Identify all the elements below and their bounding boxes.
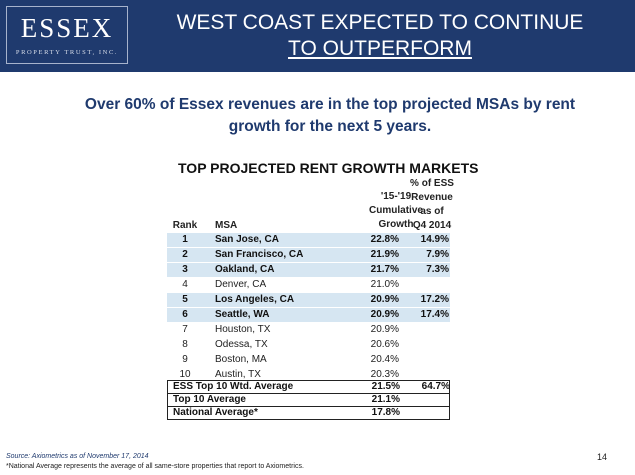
growth-header-line: Cumulative [369,205,423,216]
rank-cell: 10 [179,369,191,380]
growth-header-line: Growth [378,219,414,230]
summary-row: Top 10 Average 21.1% [168,394,449,407]
rank-cell: 7 [182,324,188,335]
rank-cell: 3 [182,264,188,275]
rank-cell: 1 [182,234,188,245]
table-row: 5 Los Angeles, CA 20.9% 17.2% [167,293,450,308]
summary-row: ESS Top 10 Wtd. Average 21.5% 64.7% [168,381,450,394]
subheading-line-2: growth for the next 5 years. [228,118,432,135]
growth-cell: 20.9% [370,309,399,320]
msa-cell: Odessa, TX [215,339,268,350]
subheading-line-1: Over 60% of Essex revenues are in the to… [84,96,576,113]
summary-revenue: 64.7% [421,381,450,392]
msa-cell: San Jose, CA [215,234,279,245]
growth-cell: 21.9% [370,249,399,260]
msa-cell: Austin, TX [215,369,261,380]
title-line-2: TO OUTPERFORM [288,37,472,60]
revenue-column-header: % of ESS Revenue as of Q4 2014 [404,177,460,233]
growth-cell: 21.7% [370,264,399,275]
msa-cell: San Francisco, CA [215,249,304,260]
summary-label: Top 10 Average [173,394,246,405]
msa-cell: Boston, MA [215,354,267,365]
table-row: 6 Seattle, WA 20.9% 17.4% [167,308,450,323]
table-row: 7 Houston, TX 20.9% [167,323,450,338]
revenue-cell: 17.2% [420,294,449,305]
rank-cell: 6 [182,309,188,320]
msa-column-header: MSA [215,220,238,231]
table-row: 9 Boston, MA 20.4% [167,353,450,368]
revenue-cell: 7.9% [426,249,449,260]
slide-title: WEST COAST EXPECTED TO CONTINUE TO OUTPE… [140,10,620,62]
summary-growth: 21.5% [371,381,400,392]
msa-cell: Seattle, WA [215,309,270,320]
growth-cell: 20.3% [370,369,399,380]
growth-header-line: '15-'19 [380,191,412,202]
growth-cell: 22.8% [370,234,399,245]
msa-cell: Houston, TX [215,324,271,335]
essex-logo: ESSEX PROPERTY TRUST, INC. [6,6,128,64]
table-row: 8 Odessa, TX 20.6% [167,338,450,353]
rank-column-header: Rank [172,220,198,231]
footnote: *National Average represents the average… [6,463,304,470]
header-banner: ESSEX PROPERTY TRUST, INC. WEST COAST EX… [0,0,635,72]
market-table: 1 San Jose, CA 22.8% 14.9% 2 San Francis… [167,233,450,383]
table-row: 4 Denver, CA 21.0% [167,278,450,293]
logo-wordmark: ESSEX [20,13,114,43]
growth-cell: 20.6% [370,339,399,350]
revenue-header-line: as of [420,206,444,217]
table-row: 2 San Francisco, CA 21.9% 7.9% [167,248,450,263]
logo-tagline: PROPERTY TRUST, INC. [15,49,119,56]
table-row: 1 San Jose, CA 22.8% 14.9% [167,233,450,248]
rank-cell: 9 [182,354,188,365]
table-title: TOP PROJECTED RENT GROWTH MARKETS [178,160,479,176]
revenue-cell: 7.3% [426,264,449,275]
growth-cell: 20.9% [370,294,399,305]
rank-cell: 2 [182,249,188,260]
summary-growth: 17.8% [371,407,400,418]
summary-table: ESS Top 10 Wtd. Average 21.5% 64.7% Top … [167,380,450,420]
revenue-cell: 14.9% [420,234,449,245]
summary-row: National Average* 17.8% [168,407,449,419]
msa-cell: Los Angeles, CA [215,294,295,305]
rank-cell: 4 [182,279,188,290]
revenue-cell: 17.4% [420,309,449,320]
growth-column-header: '15-'19 Cumulative Growth [366,190,426,232]
rank-cell: 5 [182,294,188,305]
revenue-header-line: Revenue [411,192,453,203]
growth-cell: 20.9% [370,324,399,335]
table-row: 10 Austin, TX 20.3% [167,368,450,383]
rank-cell: 8 [182,339,188,350]
summary-growth: 21.1% [371,394,400,405]
table-row: 3 Oakland, CA 21.7% 7.3% [167,263,450,278]
growth-cell: 20.4% [370,354,399,365]
title-line-1: WEST COAST EXPECTED TO CONTINUE [176,11,584,34]
summary-label: National Average* [173,407,258,418]
source-note: Source: Axiometrics as of November 17, 2… [6,453,149,460]
msa-cell: Oakland, CA [215,264,275,275]
msa-cell: Denver, CA [215,279,267,290]
subheading: Over 60% of Essex revenues are in the to… [60,94,600,138]
revenue-header-line: Q4 2014 [412,220,452,231]
growth-cell: 21.0% [370,279,399,290]
summary-label: ESS Top 10 Wtd. Average [173,381,294,392]
page-number: 14 [597,452,608,462]
revenue-header-line: % of ESS [410,178,454,189]
